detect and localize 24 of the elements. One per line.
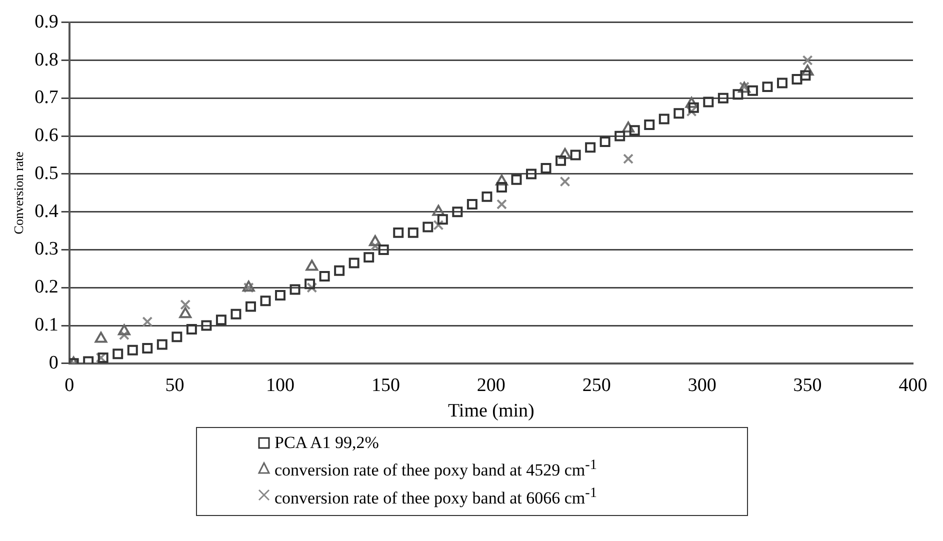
- x-axis-title: Time (min): [448, 400, 534, 422]
- legend-label: conversion rate of thee poxy band at 6066 cm$^{-1}$: [274, 484, 597, 510]
- x-tick-label: 350: [793, 374, 822, 396]
- y-axis-title: Conversion rate: [11, 151, 26, 234]
- y-tick-label: 0: [48, 352, 58, 374]
- y-tick-label: 0.9: [34, 11, 58, 32]
- x-tick-label: 150: [371, 374, 400, 396]
- x-tick-label: 250: [582, 374, 611, 396]
- legend-label: PCA A1 99,2%: [274, 432, 379, 454]
- y-tick-label: 0.6: [34, 125, 58, 146]
- y-tick-label: 0.3: [34, 238, 58, 260]
- y-tick-label: 0.5: [34, 162, 58, 184]
- y-tick-label: 0.2: [34, 276, 58, 298]
- y-tick-label: 0.7: [34, 87, 58, 108]
- x-tick-label: 400: [898, 374, 928, 396]
- y-tick-label: 0.4: [34, 200, 59, 222]
- y-tick-label: 0.8: [34, 49, 58, 70]
- x-tick-label: 50: [165, 374, 184, 396]
- x-tick-label: 300: [688, 374, 716, 396]
- legend-label: conversion rate of thee poxy band at 4529 cm$^{-1}$: [274, 456, 597, 482]
- x-tick-label: 100: [266, 374, 295, 396]
- x-tick-label: 200: [476, 374, 506, 396]
- x-tick-label: 0: [64, 374, 74, 396]
- y-tick-label: 0.1: [34, 314, 58, 336]
